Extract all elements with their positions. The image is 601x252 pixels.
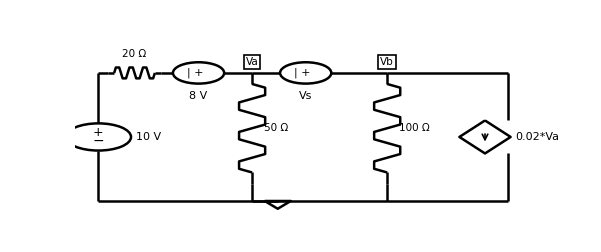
Text: Vb: Vb <box>380 57 394 67</box>
Text: | +: | + <box>186 68 203 78</box>
Text: −: − <box>93 134 104 147</box>
Text: 10 V: 10 V <box>136 132 161 142</box>
Text: Vs: Vs <box>299 91 313 101</box>
Text: 50 Ω: 50 Ω <box>264 123 288 133</box>
Text: | +: | + <box>294 68 310 78</box>
Text: 0.02*Va: 0.02*Va <box>515 132 560 142</box>
Text: 8 V: 8 V <box>189 91 208 101</box>
Text: +: + <box>93 126 104 139</box>
Text: Va: Va <box>246 57 258 67</box>
Text: 100 Ω: 100 Ω <box>399 123 430 133</box>
Text: 20 Ω: 20 Ω <box>123 49 147 59</box>
